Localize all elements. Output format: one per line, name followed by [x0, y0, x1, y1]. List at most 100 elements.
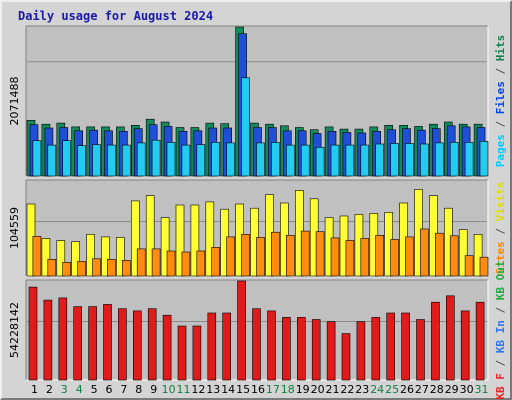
legend-text-0: Pages [494, 134, 507, 167]
bar-pages-day-23 [360, 144, 370, 177]
bar-kb-f-day-15 [237, 280, 246, 381]
bar-pages-day-18 [285, 144, 295, 177]
bar-pages-day-19 [300, 144, 310, 177]
bar-visits-day-10 [160, 217, 170, 277]
bar-sites-day-14 [226, 236, 235, 277]
bar-pages-day-1 [32, 140, 42, 177]
bar-sites-day-27 [420, 228, 429, 277]
bar-sites-day-22 [345, 240, 355, 277]
bar-pages-day-6 [107, 144, 116, 177]
x-axis-day-labels: 1 2 3 4 5 6 7 8 9 10 11 12 13 14 15 16 17 18 19 20 21 22 23 24 2… [31, 383, 489, 396]
bar-kb-f-day-12 [192, 325, 202, 381]
x-tick-label-day-7: 7 [120, 383, 127, 396]
legend-text-1: / [494, 221, 507, 241]
bar-sites-day-9 [151, 248, 161, 277]
chart-panels: 2071488 Pages / Files / Hits 104559 Sites /… [8, 25, 507, 400]
bar-pages-day-17 [271, 142, 280, 177]
bar-sites-day-29 [449, 235, 459, 277]
x-tick-label-day-20: 20 [311, 383, 325, 396]
bar-kb-f-day-6 [103, 304, 112, 381]
bar-pages-day-3 [62, 140, 72, 177]
legend-text-3: / [494, 300, 507, 320]
series-pages [32, 77, 489, 177]
bar-kb-f-day-21 [326, 321, 336, 381]
legend-text-1: / [494, 114, 507, 134]
bar-pages-day-30 [464, 142, 474, 177]
bar-kb-f-day-22 [341, 333, 351, 381]
legend-text-3: / [494, 61, 507, 81]
bar-kb-f-day-9 [147, 308, 157, 381]
bar-kb-f-day-30 [460, 310, 470, 381]
legend-text-2: Visits [494, 182, 507, 222]
x-tick-label-day-27: 27 [415, 383, 429, 396]
x-tick-label-day-4: 4 [76, 383, 83, 396]
legend-text-0: Sites [494, 241, 507, 274]
y-tick-label: 2071488 [8, 77, 21, 126]
bar-kb-f-day-31 [475, 301, 485, 381]
series-kb-f [28, 280, 485, 381]
bar-sites-day-25 [390, 239, 399, 277]
bar-pages-day-4 [77, 145, 86, 177]
bar-sites-day-23 [360, 238, 370, 277]
x-tick-label-day-24: 24 [370, 383, 384, 396]
x-tick-label-day-12: 12 [191, 383, 205, 396]
bar-kb-f-day-3 [58, 297, 68, 381]
bar-sites-day-1 [32, 236, 42, 277]
x-tick-label-day-8: 8 [135, 383, 142, 396]
bar-sites-day-24 [375, 235, 385, 277]
x-tick-label-day-3: 3 [61, 383, 68, 396]
bar-kb-f-day-10 [162, 314, 172, 381]
bar-pages-day-7 [122, 144, 131, 177]
bar-sites-day-19 [300, 230, 310, 277]
bar-sites-day-17 [271, 231, 280, 277]
bar-visits-day-31 [473, 234, 483, 277]
x-tick-label-day-23: 23 [355, 383, 369, 396]
chart-title: Daily usage for August 2024 [18, 9, 213, 23]
bar-kb-f-day-4 [73, 306, 82, 381]
bar-pages-day-31 [479, 141, 489, 177]
bar-visits-day-30 [458, 229, 468, 277]
x-tick-label-day-16: 16 [251, 383, 265, 396]
bar-sites-day-28 [434, 232, 444, 277]
bar-sites-day-26 [405, 236, 414, 277]
bar-sites-day-15 [241, 234, 250, 277]
bar-sites-day-20 [315, 231, 325, 277]
x-tick-label-day-30: 30 [460, 383, 474, 396]
bar-visits-day-2 [41, 238, 51, 277]
bar-sites-day-3 [62, 262, 72, 277]
bar-kb-f-day-2 [43, 299, 53, 381]
y-tick-label: 104559 [8, 207, 21, 249]
bar-kb-f-day-25 [386, 312, 396, 381]
series-visits [26, 189, 483, 277]
bar-kb-f-day-8 [133, 310, 142, 381]
legend-text-0: KB F [494, 373, 507, 400]
x-tick-label-day-31: 31 [475, 383, 489, 396]
bar-pages-day-20 [315, 147, 325, 177]
bar-sites-day-10 [166, 250, 176, 277]
legend-text-1: / [494, 353, 507, 373]
x-tick-label-day-9: 9 [150, 383, 157, 396]
x-tick-label-day-18: 18 [281, 383, 295, 396]
bar-kb-f-day-13 [207, 312, 217, 381]
bar-sites-day-18 [285, 235, 295, 277]
x-tick-label-day-14: 14 [221, 383, 235, 396]
bar-visits-day-8 [131, 200, 140, 277]
bar-pages-day-8 [136, 142, 146, 177]
bar-pages-day-5 [92, 144, 101, 177]
bar-pages-day-15 [241, 77, 250, 177]
bar-visits-day-7 [116, 237, 125, 277]
bar-sites-day-13 [211, 247, 220, 277]
bar-pages-day-13 [211, 142, 220, 177]
x-tick-label-day-1: 1 [31, 383, 38, 396]
bar-pages-day-10 [166, 142, 176, 177]
x-tick-label-day-19: 19 [296, 383, 310, 396]
right-legend: Sites / Visits [494, 182, 507, 275]
y-tick-label: 54228142 [8, 302, 21, 358]
bar-sites-day-12 [196, 250, 206, 277]
bar-sites-day-5 [92, 258, 101, 277]
bar-kb-f-day-5 [88, 306, 97, 381]
x-tick-label-day-28: 28 [430, 383, 444, 396]
bar-pages-day-9 [151, 139, 161, 177]
